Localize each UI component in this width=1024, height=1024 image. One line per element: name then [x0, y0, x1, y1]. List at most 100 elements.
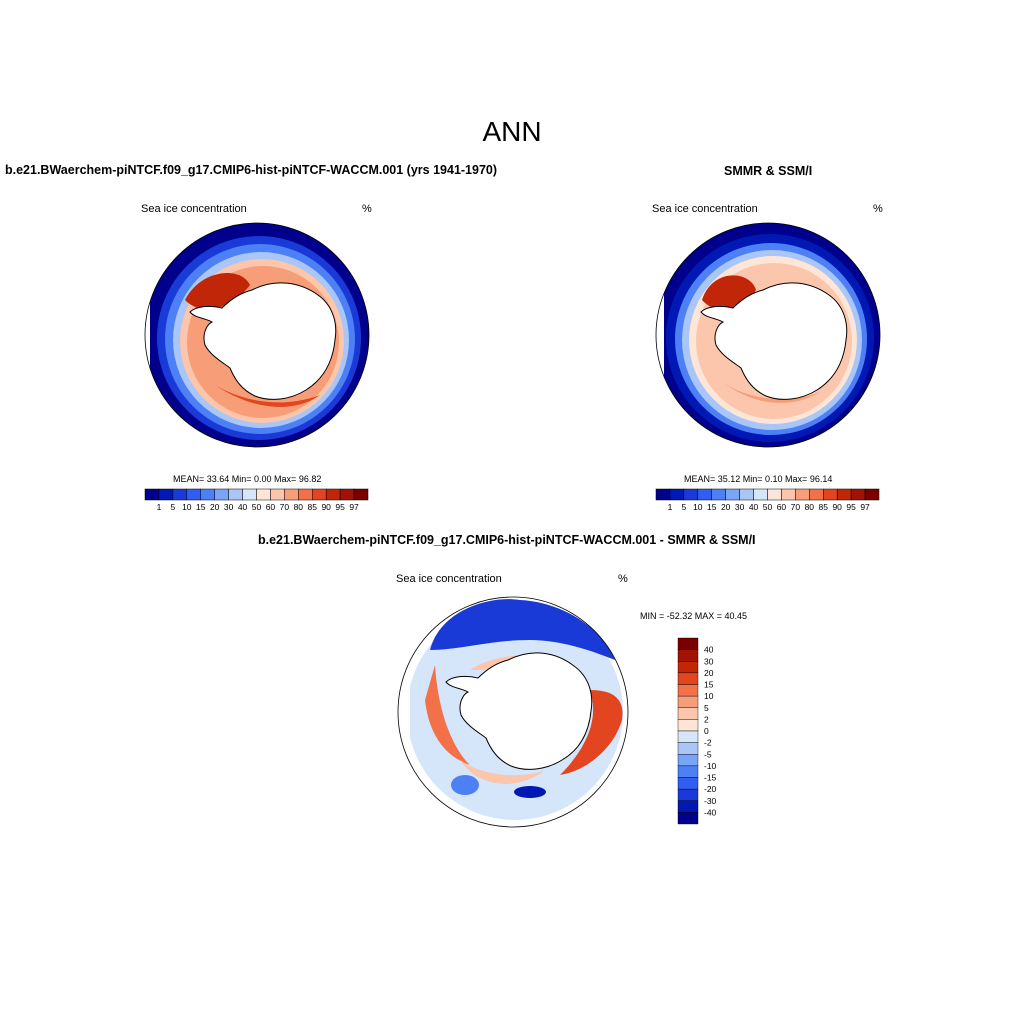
obs-colorbar-tick-label: 1	[668, 502, 673, 512]
diff-colorbar-tick-label: -30	[704, 796, 717, 806]
model-stats: MEAN= 33.64 Min= 0.00 Max= 96.82	[173, 474, 322, 484]
obs-colorbar-tick-label: 15	[707, 502, 717, 512]
obs-panel-title: SMMR & SSM/I	[724, 164, 813, 178]
diff-colorbar-tick-label: 20	[704, 668, 714, 678]
obs-colorbar: 1 5 10 15 20 30 40 50 60 70 80 85 90 95 97	[655, 488, 880, 512]
model-colorbar-tick-label: 15	[196, 502, 206, 512]
obs-colorbar-tick-label: 90	[832, 502, 842, 512]
figure-title: ANN	[482, 116, 542, 147]
obs-colorbar-swatch	[795, 488, 810, 501]
obs-colorbar-tick-label: 97	[860, 502, 870, 512]
model-colorbar: 1 5 10 15 20 30 40 50 60 70 80 85 90 95 97	[144, 488, 369, 512]
obs-colorbar-tick-label: 70	[791, 502, 801, 512]
diff-colorbar-swatch	[677, 672, 699, 685]
obs-colorbar-tick-label: 10	[693, 502, 703, 512]
diff-colorbar-swatch	[677, 649, 699, 662]
obs-colorbar-swatch	[669, 488, 685, 501]
model-colorbar-tick-label: 70	[280, 502, 290, 512]
model-colorbar-swatch	[158, 488, 174, 501]
diff-colorbar-swatch	[677, 707, 699, 720]
model-colorbar-swatch	[214, 488, 229, 501]
diff-colorbar-tick-label: 0	[704, 726, 709, 736]
obs-colorbar-tick-label: 85	[819, 502, 829, 512]
model-colorbar-swatch	[242, 488, 257, 501]
diff-colorbar-swatch	[677, 661, 699, 674]
obs-colorbar-swatch	[781, 488, 796, 501]
obs-colorbar-tick-label: 30	[735, 502, 745, 512]
diff-colorbar-tick-label: 30	[704, 656, 714, 666]
diff-colorbar-tick-label: -20	[704, 784, 717, 794]
diff-colorbar-swatch	[677, 742, 699, 755]
obs-colorbar-tick-label: 80	[805, 502, 815, 512]
model-colorbar-swatch	[186, 488, 201, 501]
model-colorbar-swatch	[200, 488, 215, 501]
obs-colorbar-swatch	[809, 488, 824, 501]
obs-colorbar-tick-label: 40	[749, 502, 759, 512]
diff-colorbar-swatch	[677, 812, 699, 825]
model-colorbar-tick-label: 10	[182, 502, 192, 512]
model-units-label: %	[362, 203, 372, 215]
model-colorbar-tick-label: 85	[308, 502, 318, 512]
diff-variable-label: Sea ice concentration	[396, 573, 502, 585]
diff-colorbar-tick-label: -2	[704, 738, 712, 748]
diff-colorbar-tick-label: -15	[704, 773, 717, 783]
model-colorbar-tick-label: 40	[238, 502, 248, 512]
diff-colorbar-swatch	[677, 730, 699, 743]
diff-colorbar-tick-label: 15	[704, 680, 714, 690]
diff-colorbar-tick-label: -40	[704, 807, 717, 817]
diff-antarctica	[445, 652, 593, 770]
obs-colorbar-tick-label: 95	[846, 502, 856, 512]
obs-variable-label: Sea ice concentration	[652, 203, 758, 215]
model-colorbar-tick-label: 30	[224, 502, 234, 512]
diff-colorbar-swatch	[677, 800, 699, 813]
model-colorbar-swatch	[339, 488, 355, 501]
diff-panel-title: b.e21.BWaerchem-piNTCF.f09_g17.CMIP6-his…	[258, 533, 756, 547]
diff-colorbar-tick-label: -10	[704, 761, 717, 771]
model-colorbar-swatch	[256, 488, 271, 501]
obs-colorbar-tick-label: 50	[763, 502, 773, 512]
obs-colorbar-swatch	[683, 488, 699, 501]
diff-colorbar-swatch	[677, 765, 699, 778]
obs-colorbar-swatch	[836, 488, 852, 501]
diff-colorbar-tick-label: 10	[704, 691, 714, 701]
obs-colorbar-swatch	[864, 488, 880, 501]
model-panel-title: b.e21.BWaerchem-piNTCF.f09_g17.CMIP6-his…	[5, 163, 498, 177]
obs-colorbar-tick-label: 20	[721, 502, 731, 512]
diff-colorbar-swatch	[677, 684, 699, 697]
model-colorbar-tick-label: 95	[335, 502, 345, 512]
model-colorbar-swatch	[312, 488, 327, 501]
model-colorbar-swatch	[284, 488, 299, 501]
model-colorbar-swatch	[325, 488, 341, 501]
model-colorbar-tick-label: 60	[266, 502, 276, 512]
model-colorbar-tick-label: 90	[321, 502, 331, 512]
obs-colorbar-swatch	[753, 488, 768, 501]
obs-stats: MEAN= 35.12 Min= 0.10 Max= 96.14	[684, 474, 833, 484]
obs-colorbar-tick-label: 60	[777, 502, 787, 512]
obs-colorbar-swatch	[850, 488, 866, 501]
model-colorbar-swatch	[353, 488, 369, 501]
diff-colorbar-swatch	[677, 719, 699, 732]
obs-colorbar-swatch	[725, 488, 740, 501]
diff-colorbar-swatch	[677, 637, 699, 650]
obs-colorbar-swatch	[739, 488, 754, 501]
diff-colorbar-swatch	[677, 777, 699, 790]
obs-colorbar-tick-label: 5	[682, 502, 687, 512]
model-colorbar-tick-label: 80	[294, 502, 304, 512]
diff-colorbar-tick-label: 5	[704, 703, 709, 713]
diff-map-outline	[397, 596, 629, 828]
diff-units-label: %	[618, 573, 628, 585]
diff-colorbar-tick-label: 40	[704, 645, 714, 655]
model-colorbar-swatch	[228, 488, 243, 501]
model-colorbar-tick-label: 5	[171, 502, 176, 512]
diff-colorbar-tick-label: -5	[704, 749, 712, 759]
model-colorbar-swatch	[144, 488, 160, 501]
diff-colorbar-swatch	[677, 754, 699, 767]
model-colorbar-tick-label: 97	[349, 502, 359, 512]
model-map-outline	[144, 222, 370, 448]
obs-colorbar-swatch	[767, 488, 782, 501]
model-colorbar-tick-label: 1	[157, 502, 162, 512]
model-colorbar-swatch	[172, 488, 188, 501]
obs-units-label: %	[873, 203, 883, 215]
